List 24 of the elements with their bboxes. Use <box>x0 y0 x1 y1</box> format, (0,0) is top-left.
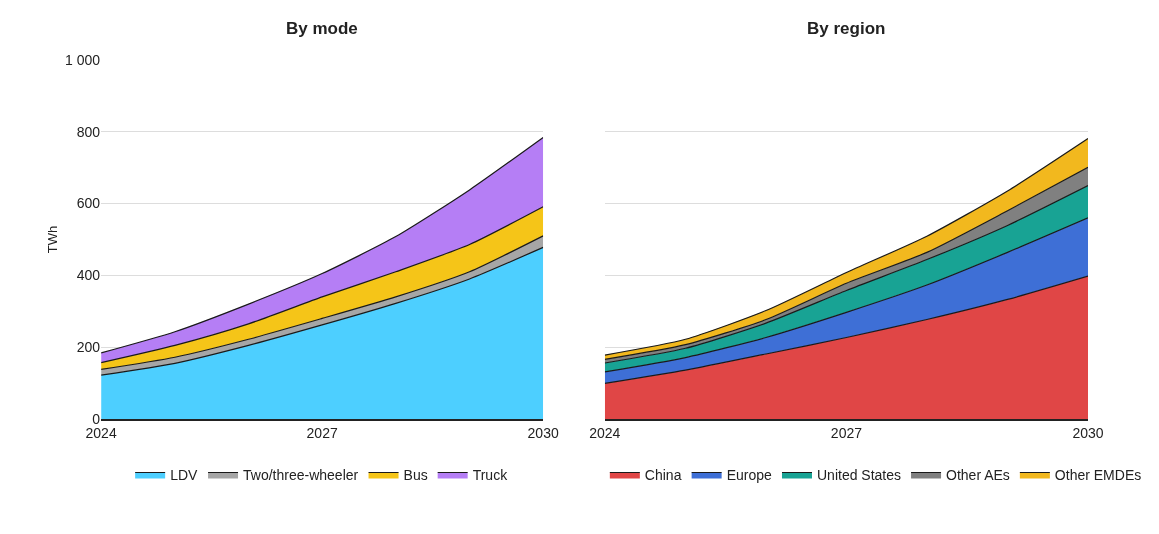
x-tick-label: 2024 <box>85 424 117 441</box>
legend-label: LDV <box>170 466 199 483</box>
x-tick-label: 2027 <box>830 424 863 441</box>
legend-label: Bus <box>403 466 428 483</box>
legend-label: Other EMDEs <box>1054 466 1142 483</box>
chart-title: By region <box>807 19 886 38</box>
y-tick-label: 800 <box>76 123 101 140</box>
x-tick-label: 2024 <box>589 424 621 441</box>
legend-label: United States <box>816 466 902 483</box>
legend-label: Other AEs <box>946 466 1010 483</box>
y-tick-label: 1 000 <box>65 51 101 68</box>
y-tick-label: 200 <box>76 339 101 356</box>
y-tick-label: 400 <box>76 267 101 284</box>
legend-label: Europe <box>726 466 772 483</box>
legend-label: Two/three-wheeler <box>243 466 359 483</box>
y-tick-label: 0 <box>92 410 101 427</box>
y-tick-label: 600 <box>76 195 101 212</box>
x-tick-label: 2030 <box>1072 424 1104 441</box>
legend-label: China <box>644 466 682 483</box>
x-tick-label: 2027 <box>306 424 338 441</box>
legend-label: Truck <box>472 466 509 483</box>
y-axis-title: TWh <box>45 225 61 254</box>
chart-title: By mode <box>286 19 358 38</box>
x-tick-label: 2030 <box>527 424 559 441</box>
